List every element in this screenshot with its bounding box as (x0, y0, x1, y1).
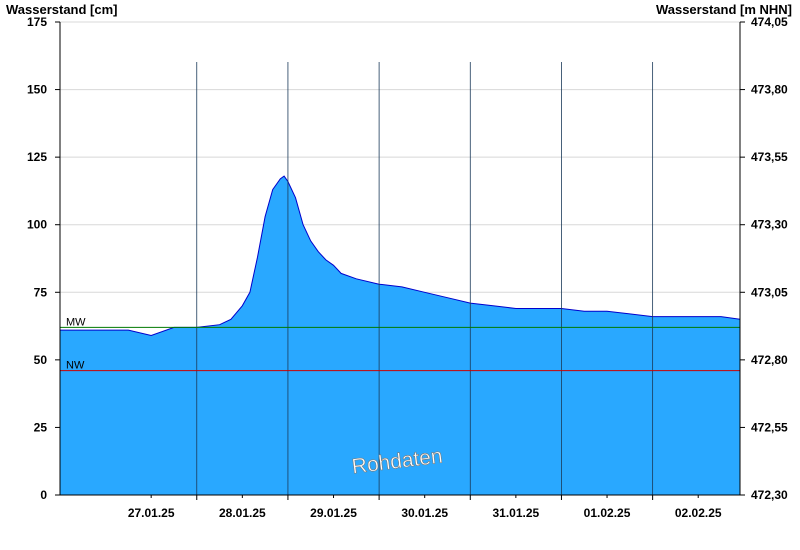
x-tick-label: 02.02.25 (675, 506, 722, 520)
water-level-series (60, 175, 741, 495)
axes (59, 22, 741, 496)
left-axis-title: Wasserstand [cm] (6, 2, 118, 17)
y-tick-label: 125 (27, 150, 47, 164)
x-tick-label: 29.01.25 (310, 506, 357, 520)
reference-label-mw: MW (66, 316, 86, 328)
x-tick-label: 28.01.25 (219, 506, 266, 520)
y2-tick-label: 473,05 (751, 285, 788, 299)
x-tick-label: 31.01.25 (493, 506, 540, 520)
y2-tick-label: 472,80 (751, 353, 788, 367)
right-axis-title: Wasserstand [m NHN] (655, 2, 792, 17)
y2-tick-label: 474,05 (751, 15, 788, 29)
y2-tick-label: 472,55 (751, 420, 788, 434)
y-tick-label: 0 (40, 488, 47, 502)
y-tick-label: 100 (27, 218, 47, 232)
left-y-ticks: 0 25 50 75 100 125 150 175 (27, 15, 60, 502)
y2-tick-label: 473,30 (751, 218, 788, 232)
y-tick-label: 175 (27, 15, 47, 29)
right-y-ticks: 472,30 472,55 472,80 473,05 473,30 473,55 473,… (740, 15, 788, 502)
reference-lines: MW NW (60, 316, 740, 372)
reference-label-nw: NW (66, 360, 85, 372)
y-tick-label: 50 (34, 353, 48, 367)
y-tick-label: 25 (34, 420, 48, 434)
x-tick-label: 30.01.25 (401, 506, 448, 520)
water-level-line (60, 175, 741, 337)
y-tick-label: 150 (27, 83, 47, 97)
day-separators (196, 62, 654, 495)
y2-tick-label: 473,80 (751, 83, 788, 97)
x-tick-label: 27.01.25 (128, 506, 175, 520)
x-tick-label: 01.02.25 (584, 506, 631, 520)
x-ticks: 27.01.25 28.01.25 29.01.25 30.01.25 31.01.25… (128, 495, 722, 520)
y2-tick-label: 473,55 (751, 150, 788, 164)
water-level-area (60, 176, 740, 495)
y2-tick-label: 472,30 (751, 488, 788, 502)
y-tick-label: 75 (34, 285, 48, 299)
